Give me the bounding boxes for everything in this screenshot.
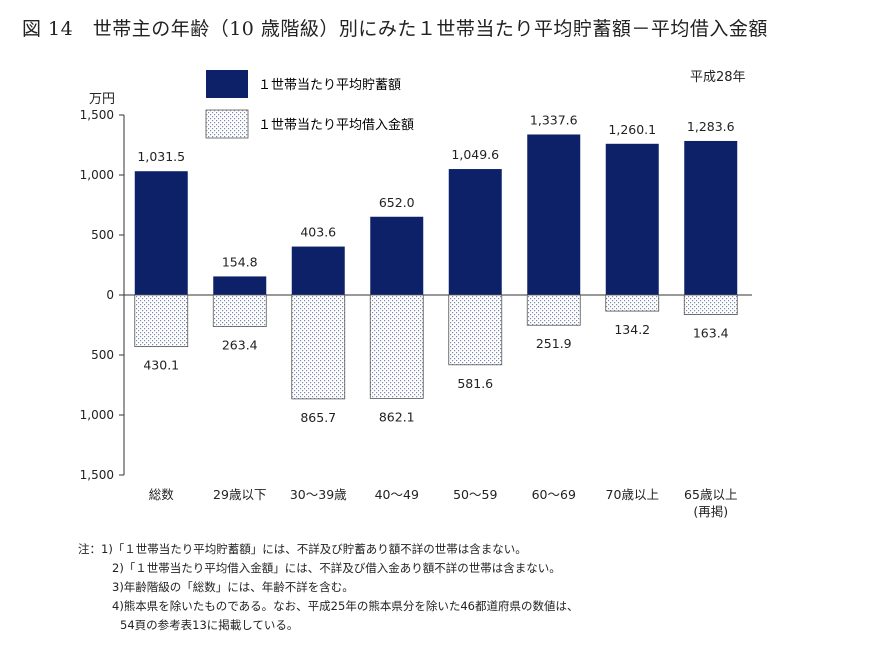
legend-swatch-loans — [205, 109, 249, 139]
savings-value-label: 1,031.5 — [137, 149, 185, 164]
loans-bar — [605, 294, 660, 312]
unit-label: 万円 — [89, 92, 116, 107]
legend-label-loans: １世帯当たり平均借入金額 — [258, 117, 414, 133]
savings-bar — [370, 216, 424, 295]
legend-label-savings: １世帯当たり平均貯蓄額 — [258, 78, 401, 93]
category-label: 総数 — [149, 487, 175, 502]
loans-value-label: 251.9 — [536, 336, 572, 351]
loans-bar — [291, 294, 346, 400]
y-tick-label: 500 — [91, 228, 114, 242]
legend-swatch-savings — [206, 70, 248, 98]
y-tick-label: 500 — [91, 348, 114, 362]
category-label: 50～59 — [453, 487, 497, 502]
savings-value-label: 1,337.6 — [530, 112, 578, 127]
note-2: 2)「１世帯当たり平均借入金額」には、不詳及び借入金あり額不詳の世帯は含まない。 — [112, 561, 561, 575]
loans-value-label: 263.4 — [222, 338, 258, 353]
savings-bar — [448, 169, 502, 295]
category-label: 29歳以下 — [213, 487, 266, 502]
savings-bar — [605, 143, 659, 295]
category-label: 30～39歳 — [290, 487, 347, 502]
chart-title: 図 14 世帯主の年齢（10 歳階級）別にみた１世帯当たり平均貯蓄額－平均借入金… — [22, 18, 768, 40]
loans-value-label: 163.4 — [693, 326, 729, 341]
loans-bar — [212, 294, 267, 328]
savings-bar — [291, 246, 345, 295]
category-label: 60～69 — [532, 487, 576, 502]
y-tick-label: 1,000 — [80, 408, 114, 422]
bar-chart: 1,500 1,000 500 0 500 1,000 1,500 1,031.5 430.1… — [80, 70, 752, 519]
savings-value-label: 1,260.1 — [608, 122, 656, 137]
loans-value-label: 862.1 — [379, 409, 415, 424]
labels-group: 1,031.5 430.1 総数 154.8 263.4 29歳以下 403.6 865.7 3… — [137, 112, 737, 519]
category-label: 65歳以上 — [684, 487, 737, 502]
loans-value-label: 134.2 — [614, 322, 650, 337]
legend: １世帯当たり平均貯蓄額 １世帯当たり平均借入金額 — [205, 70, 414, 139]
savings-bar — [684, 140, 738, 295]
category-label: (再掲) — [693, 504, 728, 519]
y-tick-label: 1,500 — [80, 108, 114, 122]
savings-value-label: 652.0 — [379, 195, 415, 210]
loans-bar — [526, 294, 581, 326]
loans-bar — [134, 294, 189, 348]
note-3: 3)年齢階級の「総数」には、年齢不詳を含む。 — [112, 580, 354, 594]
loans-value-label: 581.6 — [457, 376, 493, 391]
savings-bar — [213, 276, 267, 295]
savings-bar — [134, 171, 188, 295]
category-label: 40～49 — [375, 487, 419, 502]
y-tick-label: 0 — [106, 288, 114, 302]
category-label: 70歳以上 — [606, 487, 659, 502]
y-tick-label: 1,500 — [80, 468, 114, 482]
note-5: 54頁の参考表13に掲載している。 — [120, 618, 299, 632]
loans-bar — [369, 294, 424, 399]
loans-value-label: 865.7 — [300, 410, 336, 425]
loans-bar — [448, 294, 503, 366]
loans-bar — [683, 294, 738, 316]
savings-value-label: 1,049.6 — [451, 147, 499, 162]
savings-bar — [527, 134, 581, 295]
savings-value-label: 403.6 — [300, 225, 336, 240]
loans-value-label: 430.1 — [143, 358, 179, 373]
note-1: 注：1)「１世帯当たり平均貯蓄額」には、不詳及び貯蓄あり額不詳の世帯は含まない。 — [78, 542, 527, 556]
y-tick-label: 1,000 — [80, 168, 114, 182]
axes-group: 1,500 1,000 500 0 500 1,000 1,500 — [80, 108, 752, 482]
savings-value-label: 1,283.6 — [687, 119, 735, 134]
year-label: 平成28年 — [690, 70, 746, 85]
notes: 注：1)「１世帯当たり平均貯蓄額」には、不詳及び貯蓄あり額不詳の世帯は含まない。… — [78, 540, 578, 635]
savings-value-label: 154.8 — [222, 254, 258, 269]
note-4: 4)熊本県を除いたものである。なお、平成25年の熊本県分を除いた46都道府県の数… — [112, 599, 579, 613]
bars-group — [134, 134, 738, 400]
